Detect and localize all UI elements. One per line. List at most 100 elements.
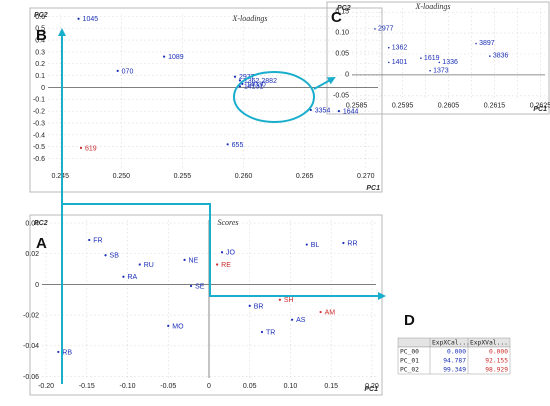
panel-label-c: C — [331, 9, 342, 26]
data-point — [290, 318, 294, 321]
data-point — [163, 55, 166, 58]
data-point — [216, 263, 219, 266]
point-label: 14030 — [246, 81, 266, 88]
x-tick-label: -0.20 — [38, 383, 54, 390]
point-label: NE — [189, 257, 199, 264]
table-header-cell: ExpXCal... — [432, 340, 470, 347]
data-point — [319, 310, 322, 314]
table-header-cell: ExpXVal... — [470, 340, 508, 347]
x-tick-label: -0.05 — [160, 383, 176, 390]
y-tick-label: 0 — [41, 85, 45, 92]
loadings-chart: 0.245 0.250 0.255 0.260 0.265 0.270 -0.6 -0.5 -0… — [33, 12, 380, 192]
chart-title: X-loadings — [414, 2, 450, 11]
table-cell: 0.000 — [447, 349, 466, 356]
point-label: RA — [127, 274, 137, 281]
data-point — [248, 304, 251, 308]
data-point — [116, 69, 119, 72]
y-tick-label: -0.2 — [33, 109, 45, 116]
y-tick-label: 0.15 — [335, 9, 349, 16]
x-tick-label: -0.10 — [120, 383, 136, 390]
score-region-outline — [62, 203, 386, 300]
y-tick-label: 0 — [345, 71, 349, 78]
point-label: BL — [311, 242, 320, 249]
y-tick-label: 0.10 — [335, 30, 349, 37]
data-point — [79, 146, 83, 149]
table-cell: 92.155 — [485, 358, 508, 365]
data-point — [374, 28, 376, 30]
table-cell: PC_00 — [400, 349, 419, 356]
data-point — [260, 330, 264, 334]
data-point — [88, 238, 91, 242]
point-label: 3836 — [493, 53, 509, 60]
highlight-ellipse — [233, 71, 315, 123]
x-tick-label: 0.2605 — [438, 102, 460, 109]
point-label: 1336 — [442, 59, 458, 66]
y-tick-label: 0.4 — [35, 38, 45, 45]
data-point — [226, 143, 229, 146]
table-cell: PC_02 — [400, 367, 419, 374]
y-tick-label: 0.2 — [35, 61, 45, 68]
data-point — [233, 75, 237, 78]
point-label: AM — [325, 309, 336, 316]
zoom-arrow — [313, 77, 336, 90]
data-point — [489, 55, 491, 57]
point-label: 1373 — [433, 67, 449, 74]
data-point — [438, 61, 441, 64]
y-tick-label: -0.02 — [23, 313, 39, 320]
data-point — [278, 298, 281, 301]
y-tick-label: 0.6 — [35, 14, 45, 21]
point-label: RE — [221, 262, 231, 269]
y-tick-label: -0.1 — [33, 97, 45, 104]
x-tick-label: 0.10 — [284, 383, 298, 390]
panel-label-d: D — [404, 312, 415, 329]
y-tick-label: -0.04 — [23, 343, 39, 350]
x-tick-label: 0.05 — [243, 383, 257, 390]
data-point — [387, 46, 390, 49]
data-point — [138, 263, 141, 266]
data-point — [309, 108, 312, 112]
point-label: TR — [266, 329, 275, 336]
data-point — [183, 258, 186, 261]
data-point — [104, 254, 107, 257]
x-tick-label: 0.260 — [235, 173, 253, 180]
table-body-bg — [397, 346, 511, 375]
data-point — [77, 17, 80, 20]
chart-title: Scores — [217, 218, 238, 227]
x-tick-label: 0.2615 — [484, 102, 506, 109]
x-tick-label: 0.265 — [296, 173, 314, 180]
point-label: 3897 — [479, 40, 495, 47]
point-label: 3354 — [315, 107, 331, 114]
point-label: MO — [172, 323, 184, 330]
point-label: BR — [254, 303, 264, 310]
point-label: AS — [296, 317, 306, 324]
point-label: FR — [93, 237, 102, 244]
point-label: RB — [62, 349, 72, 356]
data-point — [305, 243, 308, 246]
y-axis-label: PC2 — [34, 12, 48, 19]
y-tick-label: 0 — [35, 282, 39, 289]
zoom-frame — [326, 1, 550, 115]
zoom-chart: 0.2585 0.2595 0.2605 0.2615 0.2625 -0.05 0 0.05… — [333, 2, 550, 113]
table-cell: PC_01 — [400, 358, 419, 365]
data-point — [342, 241, 345, 245]
data-point — [189, 284, 193, 288]
y-axis-label: PC2 — [337, 5, 351, 12]
point-label: 1089 — [168, 54, 184, 61]
x-tick-label: 0.2585 — [346, 102, 368, 109]
variance-table: ExpXCal... ExpXVal... PC_00 0.000 0.000 PC_01… — [397, 337, 511, 375]
x-tick-label: 0.250 — [113, 173, 131, 180]
point-label: JO — [226, 250, 236, 257]
y-axis-label: PC2 — [34, 220, 48, 227]
x-tick-label: 0 — [207, 383, 211, 390]
x-axis-label: PC1 — [366, 185, 380, 192]
y-tick-label: 0.05 — [335, 51, 349, 58]
table-cell: 99.349 — [443, 367, 466, 374]
point-label: 1401 — [392, 59, 408, 66]
annotation-overlay — [58, 28, 386, 384]
table-cell: 94.787 — [443, 358, 466, 365]
x-axis-label: PC1 — [533, 106, 547, 113]
point-label: 070 — [122, 68, 134, 75]
x-axis-label: PC1 — [364, 386, 378, 393]
point-label: 1362 2882 — [244, 78, 277, 85]
point-label: 655 — [232, 142, 244, 149]
